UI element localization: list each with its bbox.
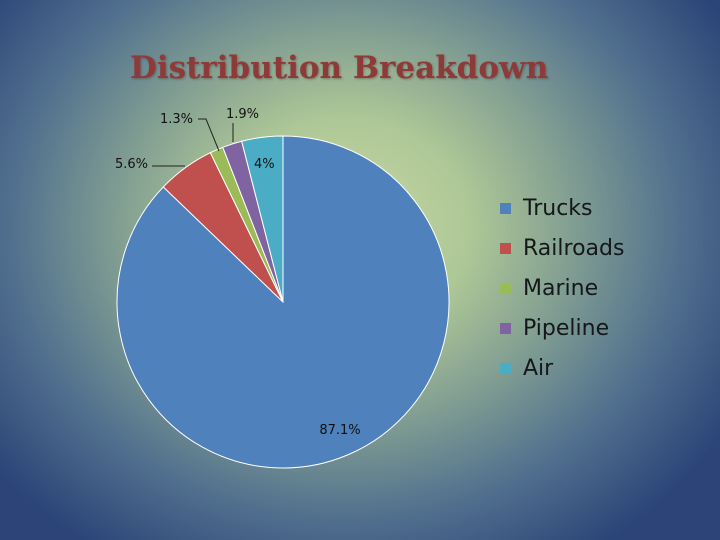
- legend-item-marine: Marine: [500, 268, 624, 308]
- legend-item-pipeline: Pipeline: [500, 308, 624, 348]
- chart-title: Distribution Breakdown: [130, 50, 549, 86]
- legend-swatch-railroads: [500, 242, 511, 254]
- legend-item-railroads: Railroads: [500, 228, 624, 268]
- legend-label-trucks: Trucks: [523, 195, 593, 221]
- leader-line-marine: [198, 118, 220, 152]
- legend-swatch-marine: [500, 282, 511, 294]
- legend-item-air: Air: [500, 348, 624, 388]
- legend: Trucks Railroads Marine Pipeline Air: [500, 188, 624, 388]
- data-label-pipeline: 1.9%: [226, 107, 259, 122]
- legend-label-railroads: Railroads: [523, 235, 625, 261]
- data-label-railroads: 5.6%: [115, 157, 148, 172]
- legend-item-trucks: Trucks: [500, 188, 624, 228]
- legend-swatch-trucks: [500, 202, 511, 214]
- legend-label-air: Air: [523, 355, 554, 381]
- legend-swatch-pipeline: [500, 322, 511, 334]
- data-label-trucks: 87.1%: [319, 423, 360, 438]
- pie-slice-air: [241, 135, 284, 303]
- legend-label-marine: Marine: [523, 275, 599, 301]
- data-label-marine: 1.3%: [160, 112, 193, 127]
- data-label-air: 4%: [254, 157, 275, 172]
- legend-label-pipeline: Pipeline: [523, 315, 610, 341]
- legend-swatch-air: [500, 362, 511, 374]
